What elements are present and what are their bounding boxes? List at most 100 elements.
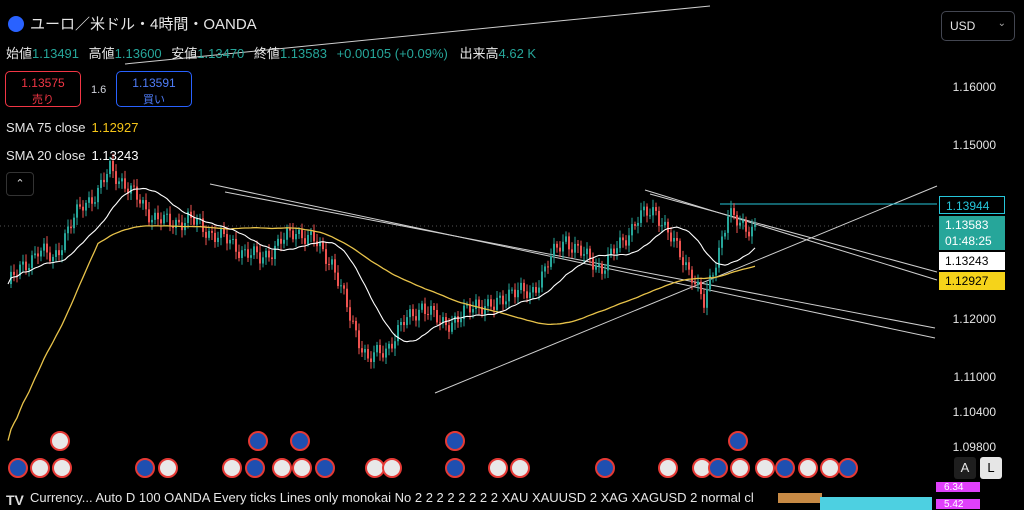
candle-body: [340, 285, 342, 287]
candle-body: [295, 234, 297, 240]
candle-body: [337, 272, 339, 286]
candle-body: [289, 228, 291, 231]
us-flag-icon[interactable]: [272, 458, 292, 478]
candle-body: [244, 249, 246, 251]
candle-body: [103, 179, 105, 183]
chart-header[interactable]: ユーロ／米ドル・4時間・OANDA: [8, 13, 257, 34]
sell-button[interactable]: 1.13575 売り: [5, 71, 81, 107]
candle-body: [55, 250, 57, 257]
candle-body: [523, 282, 525, 292]
candle-body: [319, 241, 321, 247]
sma20-price-tag: 1.13243: [939, 252, 1005, 270]
candle-body: [415, 316, 417, 321]
log-scale-button[interactable]: L: [980, 457, 1002, 479]
candle-body: [397, 325, 399, 342]
candle-body: [223, 228, 225, 235]
candle-body: [70, 226, 72, 229]
candle-body: [178, 219, 180, 223]
change-value: +0.00105 (+0.09%): [336, 46, 448, 61]
candle-body: [670, 232, 672, 242]
candle-body: [745, 220, 747, 232]
candle-body: [574, 243, 576, 253]
candle-body: [298, 229, 300, 235]
candle-body: [307, 234, 309, 244]
candle-body: [49, 252, 51, 262]
candle-body: [625, 240, 627, 246]
candle-body: [79, 204, 81, 207]
sma20-name: SMA 20 close: [6, 148, 86, 163]
us-flag-icon[interactable]: [820, 458, 840, 478]
candle-body: [682, 257, 684, 266]
candle-body: [169, 213, 171, 227]
candle-body: [610, 248, 612, 255]
eu-flag-icon[interactable]: [245, 458, 265, 478]
us-flag-icon[interactable]: [158, 458, 178, 478]
candle-body: [346, 288, 348, 308]
candle-body: [580, 245, 582, 256]
eu-flag-icon[interactable]: [445, 431, 465, 451]
candle-body: [736, 214, 738, 226]
eu-flag-icon[interactable]: [595, 458, 615, 478]
candle-body: [157, 212, 159, 220]
candle-body: [634, 224, 636, 226]
candle-body: [463, 305, 465, 320]
candle-body: [25, 261, 27, 271]
eu-flag-icon[interactable]: [445, 458, 465, 478]
us-flag-icon[interactable]: [488, 458, 508, 478]
us-flag-icon[interactable]: [52, 458, 72, 478]
eu-flag-icon[interactable]: [838, 458, 858, 478]
alert-price-tag[interactable]: 1.13944: [939, 196, 1005, 214]
us-flag-icon[interactable]: [730, 458, 750, 478]
candle-body: [529, 292, 531, 298]
us-flag-icon[interactable]: [658, 458, 678, 478]
eu-flag-icon[interactable]: [728, 431, 748, 451]
candle-body: [109, 160, 111, 174]
candle-body: [703, 294, 705, 308]
eu-flag-icon[interactable]: [135, 458, 155, 478]
sma20-legend[interactable]: SMA 20 close 1.13243: [6, 148, 139, 163]
auto-scale-button[interactable]: A: [954, 457, 976, 479]
us-flag-icon[interactable]: [755, 458, 775, 478]
candle-body: [460, 319, 462, 323]
open-label: 始値: [6, 46, 33, 61]
candle-body: [220, 228, 222, 238]
candle-body: [322, 241, 324, 250]
sma75-name: SMA 75 close: [6, 120, 86, 135]
eu-flag-icon[interactable]: [290, 431, 310, 451]
eu-flag-icon[interactable]: [775, 458, 795, 478]
event-flags: [8, 431, 858, 478]
sma75-legend[interactable]: SMA 75 close 1.12927: [6, 120, 139, 135]
candle-body: [373, 352, 375, 363]
candle-body: [496, 297, 498, 310]
candle-body: [616, 248, 618, 254]
currency-select[interactable]: USD ⌄: [941, 11, 1015, 41]
volume-label: 出来高: [459, 46, 499, 61]
candle-body: [739, 222, 741, 226]
eu-flag-icon[interactable]: [248, 431, 268, 451]
us-flag-icon[interactable]: [510, 458, 530, 478]
candle-body: [82, 206, 84, 211]
eu-flag-icon[interactable]: [8, 458, 28, 478]
us-flag-icon[interactable]: [365, 458, 385, 478]
candle-body: [349, 307, 351, 321]
candle-body: [754, 224, 756, 227]
last-price: 1.13583: [945, 218, 989, 232]
bar-countdown: 01:48:25: [945, 234, 992, 248]
buy-button[interactable]: 1.13591 買い: [116, 71, 192, 107]
us-flag-icon[interactable]: [30, 458, 50, 478]
last-price-tag: 1.13583 01:48:25: [939, 216, 1005, 250]
eu-flag-icon[interactable]: [315, 458, 335, 478]
candle-body: [226, 234, 228, 244]
candle-body: [16, 274, 18, 276]
us-flag-icon[interactable]: [50, 431, 70, 451]
eu-flag-icon[interactable]: [708, 458, 728, 478]
us-flag-icon[interactable]: [382, 458, 402, 478]
collapse-legend-button[interactable]: ⌃: [6, 172, 34, 196]
candle-body: [439, 322, 441, 324]
us-flag-icon[interactable]: [222, 458, 242, 478]
us-flag-icon[interactable]: [292, 458, 312, 478]
candle-body: [499, 295, 501, 298]
candle-body: [649, 215, 651, 217]
us-flag-icon[interactable]: [798, 458, 818, 478]
